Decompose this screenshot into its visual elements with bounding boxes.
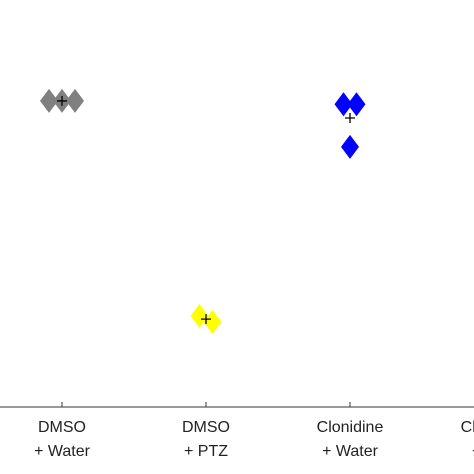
data-point [203, 309, 222, 334]
x-tick-label: + Water [322, 443, 379, 460]
x-tick-label: DMSO [182, 419, 230, 436]
x-tick-label: DMSO [38, 419, 86, 436]
data-point [40, 88, 58, 113]
x-tick-label: Clonidine [317, 419, 384, 436]
x-tick-label: + Water [34, 443, 91, 460]
data-point [334, 92, 353, 117]
x-tick-label: Clonidine [461, 419, 474, 436]
data-point [347, 92, 366, 117]
mean-marker [201, 314, 211, 325]
mean-marker [345, 113, 355, 124]
mean-marker [57, 95, 67, 106]
x-tick-label: + PTZ [472, 443, 474, 460]
data-point [66, 88, 84, 113]
data-point [341, 134, 359, 159]
x-tick-label: + PTZ [184, 443, 228, 460]
